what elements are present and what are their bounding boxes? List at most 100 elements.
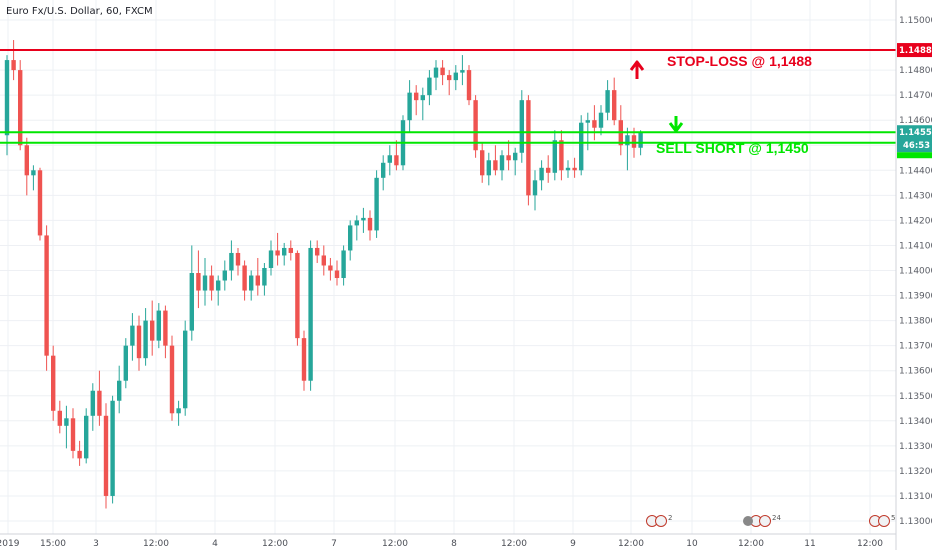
- candle: [361, 207, 366, 233]
- candle: [592, 105, 597, 141]
- candle: [216, 275, 221, 306]
- candle: [176, 400, 181, 426]
- price-tick-label: 1.14200: [899, 216, 932, 226]
- candle: [381, 155, 386, 191]
- candle: [447, 70, 452, 96]
- candle: [77, 440, 82, 466]
- candle: [499, 150, 505, 181]
- time-tick-label: 2019: [0, 539, 20, 549]
- candle: [4, 55, 10, 156]
- down-arrow-icon: [668, 116, 684, 133]
- candle: [268, 240, 274, 276]
- candle: [519, 90, 524, 163]
- time-tick-label: 12:00: [262, 539, 288, 549]
- candle: [506, 140, 511, 171]
- candle: [301, 330, 307, 391]
- candle: [255, 257, 260, 296]
- chart-grid: [0, 0, 896, 534]
- time-tick-label: 3: [93, 539, 99, 549]
- candle: [202, 257, 208, 306]
- candle: [275, 232, 280, 266]
- candle: [229, 240, 234, 281]
- candle: [460, 55, 465, 86]
- candle: [321, 245, 326, 276]
- candle: [24, 137, 29, 196]
- price-tick-label: 1.13100: [899, 492, 932, 502]
- trade-annotations: STOP-LOSS @ 1,1488 SELL SHORT @ 1,1450: [629, 53, 812, 156]
- candle: [473, 95, 478, 158]
- candle: [235, 247, 241, 276]
- candle: [559, 130, 564, 181]
- economic-event-flag-icon[interactable]: 24: [743, 514, 781, 527]
- candle: [598, 105, 604, 136]
- chart-title: Euro Fx/U.S. Dollar, 60, FXCM: [6, 6, 153, 17]
- time-tick-label: 12:00: [857, 539, 883, 549]
- candle: [572, 157, 577, 178]
- economic-event-flag-icon[interactable]: 2: [646, 514, 673, 527]
- candle: [262, 262, 267, 296]
- sell-short-label: SELL SHORT @ 1,1450: [656, 140, 809, 156]
- candle: [282, 242, 287, 266]
- candle: [288, 240, 293, 261]
- candle: [90, 383, 95, 431]
- price-tick-label: 1.14700: [899, 91, 932, 101]
- event-count: 2: [668, 514, 672, 522]
- price-tick-label: 1.13800: [899, 317, 932, 327]
- candle: [493, 145, 498, 176]
- time-tick-label: 8: [451, 539, 457, 549]
- candle: [354, 215, 359, 241]
- candle: [150, 300, 155, 356]
- candle: [110, 395, 115, 504]
- time-axis[interactable]: 2019 15:00 3 12:00 4 12:00 7 12:00 8 12:00 9 12:00 1…: [0, 533, 896, 549]
- time-tick-label: 7: [331, 539, 337, 549]
- time-tick-label: 10: [686, 539, 698, 549]
- candle: [97, 370, 102, 426]
- candle: [440, 60, 445, 86]
- candle: [612, 77, 617, 126]
- candle: [532, 170, 538, 211]
- candle: [348, 220, 353, 261]
- candle: [453, 65, 458, 91]
- event-count: 24: [772, 514, 781, 522]
- time-tick-label: 9: [570, 539, 576, 549]
- candle: [130, 313, 135, 361]
- candle: [209, 265, 214, 301]
- candle: [367, 210, 373, 241]
- candle: [407, 80, 412, 133]
- candle: [334, 260, 340, 286]
- candle: [625, 127, 630, 171]
- candle: [427, 70, 432, 106]
- candle: [31, 165, 36, 191]
- price-tick-label: 1.14600: [899, 116, 932, 126]
- price-tick-label: 1.13200: [899, 467, 932, 477]
- candle: [546, 155, 551, 183]
- price-axis[interactable]: 1.150001.148001.147001.146001.145001.144…: [895, 0, 932, 550]
- candle: [374, 170, 379, 238]
- event-count: 5: [891, 514, 895, 522]
- candle: [526, 95, 531, 206]
- candle: [394, 140, 399, 171]
- candle: [341, 245, 346, 286]
- stop-price-tag: 1.14884: [897, 43, 932, 58]
- price-tick-label: 1.13400: [899, 417, 932, 427]
- economic-event-flag-icon[interactable]: 5: [869, 514, 896, 527]
- candle: [123, 338, 128, 389]
- candle: [315, 240, 320, 263]
- candle: [222, 260, 227, 291]
- candle: [387, 145, 392, 176]
- candle: [414, 85, 419, 116]
- candle: [552, 130, 557, 181]
- time-tick-label: 12:00: [382, 539, 408, 549]
- candle: [117, 365, 122, 414]
- time-tick-label: 12:00: [738, 539, 764, 549]
- candle: [183, 320, 188, 416]
- candle: [103, 403, 109, 509]
- candle: [605, 80, 610, 121]
- candle: [328, 257, 333, 281]
- up-arrow-icon: [629, 60, 645, 79]
- price-tick-label: 1.13600: [899, 367, 932, 377]
- candle: [11, 40, 16, 81]
- candle: [37, 167, 43, 241]
- candle: [513, 147, 518, 176]
